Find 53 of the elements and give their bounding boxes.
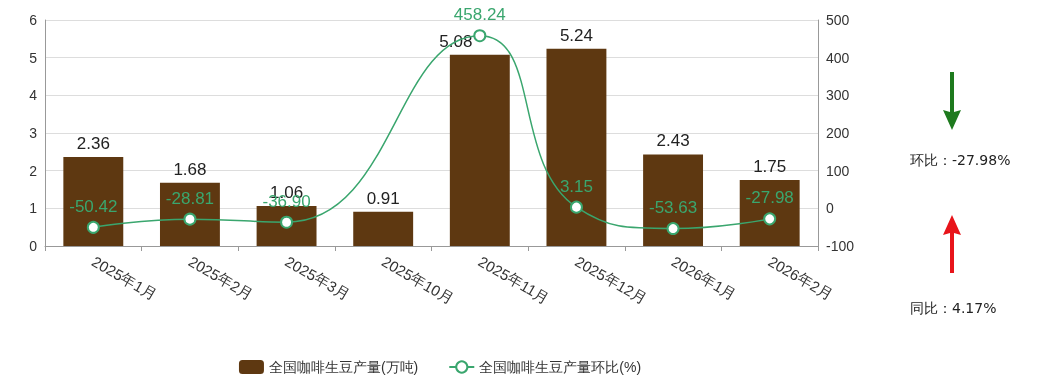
point bbox=[183, 212, 197, 226]
x-tick-label: 2025年11月 bbox=[475, 252, 553, 307]
bar bbox=[353, 211, 414, 246]
y-tick-label: 0 bbox=[29, 238, 38, 254]
data-label: 1.75 bbox=[753, 157, 787, 177]
y2-tick-label: 300 bbox=[826, 87, 850, 104]
y-tick-label: 3 bbox=[29, 125, 38, 141]
data-label: 2.36 bbox=[76, 134, 110, 154]
bar bbox=[63, 157, 124, 246]
y2-tick-label: 400 bbox=[826, 49, 850, 66]
y-tick-label: 2 bbox=[29, 162, 38, 179]
y-tick-label: 6 bbox=[29, 12, 38, 28]
legend-label: 全国咖啡生豆产量(万吨) bbox=[268, 359, 419, 375]
data-label: -50.42 bbox=[69, 196, 118, 216]
data-label: -53.63 bbox=[648, 198, 698, 218]
y-tick-label: 4 bbox=[29, 87, 38, 104]
text: 同比：4.17% bbox=[910, 300, 997, 318]
y2-tick-label: -100 bbox=[826, 238, 855, 254]
data-label: -28.81 bbox=[165, 188, 215, 208]
x-tick-label: 2025年10月 bbox=[378, 252, 457, 308]
text: 环比：-27.98% bbox=[910, 152, 1011, 170]
x-tick-label: 2025年2月 bbox=[185, 252, 257, 304]
point bbox=[86, 220, 100, 234]
data-label: 3.15 bbox=[559, 176, 593, 196]
x-tick-label: 2026年2月 bbox=[765, 252, 837, 304]
y2-tick-label: 0 bbox=[826, 200, 834, 217]
bar bbox=[546, 48, 607, 246]
x-tick-label: 2026年1月 bbox=[668, 252, 740, 304]
x-tick-label: 2025年12月 bbox=[572, 252, 650, 308]
bar bbox=[159, 182, 220, 246]
y2-tick-label: 200 bbox=[826, 125, 850, 141]
point bbox=[280, 215, 294, 229]
data-label: 0.91 bbox=[366, 188, 400, 208]
x-tick-label: 2025年3月 bbox=[282, 252, 353, 304]
y2-tick-label: 100 bbox=[826, 162, 850, 179]
data-label: -27.98 bbox=[745, 188, 794, 208]
x-tick-label: 2025年1月 bbox=[89, 252, 160, 304]
data-label: 5.24 bbox=[559, 25, 593, 45]
point bbox=[763, 212, 777, 226]
point bbox=[473, 29, 487, 43]
bar bbox=[739, 180, 800, 246]
bar bbox=[643, 154, 704, 246]
y2-tick-label: 500 bbox=[826, 12, 850, 28]
data-label: 458.24 bbox=[453, 5, 506, 25]
data-label: 1.68 bbox=[173, 159, 207, 179]
data-label: 2.43 bbox=[656, 131, 690, 151]
point bbox=[569, 200, 583, 214]
bar bbox=[449, 54, 510, 246]
point bbox=[666, 222, 680, 236]
legend-label: 全国咖啡生豆产量环比(%) bbox=[479, 359, 642, 375]
bar bbox=[256, 206, 317, 246]
y-tick-label: 1 bbox=[29, 200, 38, 217]
y-tick-label: 5 bbox=[29, 49, 38, 66]
